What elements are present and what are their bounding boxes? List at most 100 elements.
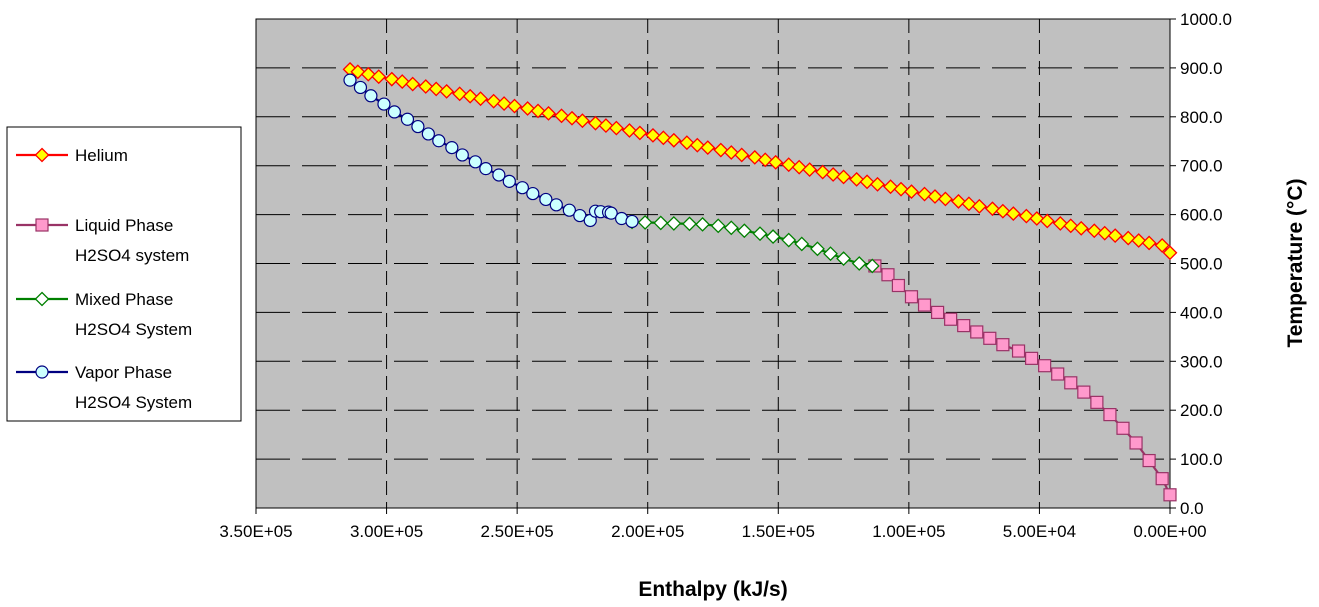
data-point xyxy=(794,236,810,252)
data-point xyxy=(1018,208,1034,224)
series-4 xyxy=(343,73,639,229)
data-point xyxy=(486,93,502,109)
data-point xyxy=(944,312,958,326)
data-point xyxy=(971,198,987,214)
x-tick-label: 2.00E+05 xyxy=(611,522,684,541)
x-tick-label: 5.00E+04 xyxy=(1003,522,1076,541)
legend-marker xyxy=(34,147,50,163)
data-point xyxy=(700,140,716,156)
legend: Helium Liquid Phase H2SO4 system Mixed Phas… xyxy=(6,126,242,422)
data-point xyxy=(371,69,387,85)
data-point xyxy=(1024,351,1039,365)
data-point xyxy=(411,119,425,134)
data-point xyxy=(810,241,825,257)
data-point xyxy=(637,215,653,230)
data-point xyxy=(645,127,661,143)
data-point xyxy=(1052,215,1068,231)
data-point xyxy=(1120,230,1136,246)
data-point xyxy=(679,135,695,151)
data-point xyxy=(996,338,1010,352)
data-point xyxy=(930,305,945,319)
data-point xyxy=(421,127,435,141)
data-point xyxy=(1131,233,1147,248)
data-point xyxy=(1129,436,1143,450)
data-point xyxy=(682,216,697,232)
data-point xyxy=(757,152,773,168)
data-point xyxy=(893,181,909,197)
legend-label: Vapor Phase xyxy=(75,363,172,382)
legend-marker xyxy=(34,291,50,307)
data-point xyxy=(851,256,867,271)
y-tick-label: 100.0 xyxy=(1180,450,1223,469)
data-point xyxy=(492,168,506,182)
y-tick-label: 800.0 xyxy=(1180,108,1223,127)
data-point xyxy=(802,162,818,178)
data-point xyxy=(1103,408,1117,422)
data-point xyxy=(1064,376,1078,390)
data-point xyxy=(655,130,671,146)
data-point xyxy=(530,103,546,119)
data-point xyxy=(961,196,977,212)
data-point xyxy=(496,96,512,112)
data-point xyxy=(995,203,1011,219)
data-point xyxy=(891,278,906,293)
data-point xyxy=(1029,211,1045,226)
data-point xyxy=(1005,206,1021,222)
data-point xyxy=(765,229,781,245)
y-tick-label: 500.0 xyxy=(1180,255,1223,274)
data-point xyxy=(710,218,726,234)
data-point xyxy=(632,125,648,141)
x-tick-label: 3.00E+05 xyxy=(350,522,423,541)
data-point xyxy=(1090,395,1104,409)
data-point xyxy=(1077,385,1091,399)
data-point xyxy=(917,298,932,312)
data-point xyxy=(604,206,618,220)
data-point xyxy=(883,179,898,195)
data-point xyxy=(598,118,614,134)
data-point xyxy=(1155,472,1169,486)
data-point xyxy=(1011,344,1026,358)
data-point xyxy=(1107,228,1123,244)
data-point xyxy=(622,123,637,138)
data-point xyxy=(791,159,807,175)
data-point xyxy=(849,171,865,187)
data-point xyxy=(625,214,639,229)
data-point xyxy=(689,137,705,153)
data-point xyxy=(350,64,366,80)
data-point xyxy=(445,141,459,155)
data-point xyxy=(562,203,576,217)
data-point xyxy=(825,167,841,182)
y-tick-label: 0.0 xyxy=(1180,499,1204,518)
data-point xyxy=(1039,213,1055,229)
data-point xyxy=(653,215,669,231)
data-point xyxy=(515,181,529,195)
data-point xyxy=(439,83,455,99)
legend-label: H2SO4 System xyxy=(75,320,192,339)
data-point xyxy=(781,232,797,248)
data-point xyxy=(881,268,895,282)
data-point xyxy=(353,80,368,95)
data-point xyxy=(723,145,739,160)
legend-item: Helium xyxy=(16,146,128,165)
data-point xyxy=(400,112,415,126)
data-point xyxy=(564,110,580,126)
data-point xyxy=(360,66,376,82)
data-point xyxy=(983,331,997,345)
data-point xyxy=(462,88,478,104)
data-point xyxy=(713,142,729,158)
data-point xyxy=(904,290,919,304)
data-point xyxy=(502,174,516,188)
data-point xyxy=(1162,245,1178,261)
legend-label: Helium xyxy=(75,146,128,165)
legend-marker xyxy=(35,365,49,379)
legend-label: H2SO4 system xyxy=(75,246,189,265)
data-point xyxy=(428,81,444,97)
data-point xyxy=(479,162,493,176)
legend-label: Mixed Phase xyxy=(75,290,173,309)
data-point xyxy=(387,105,402,119)
data-point xyxy=(1086,223,1102,239)
data-point xyxy=(752,226,768,242)
series-layer xyxy=(342,61,1178,502)
data-point xyxy=(747,149,763,165)
